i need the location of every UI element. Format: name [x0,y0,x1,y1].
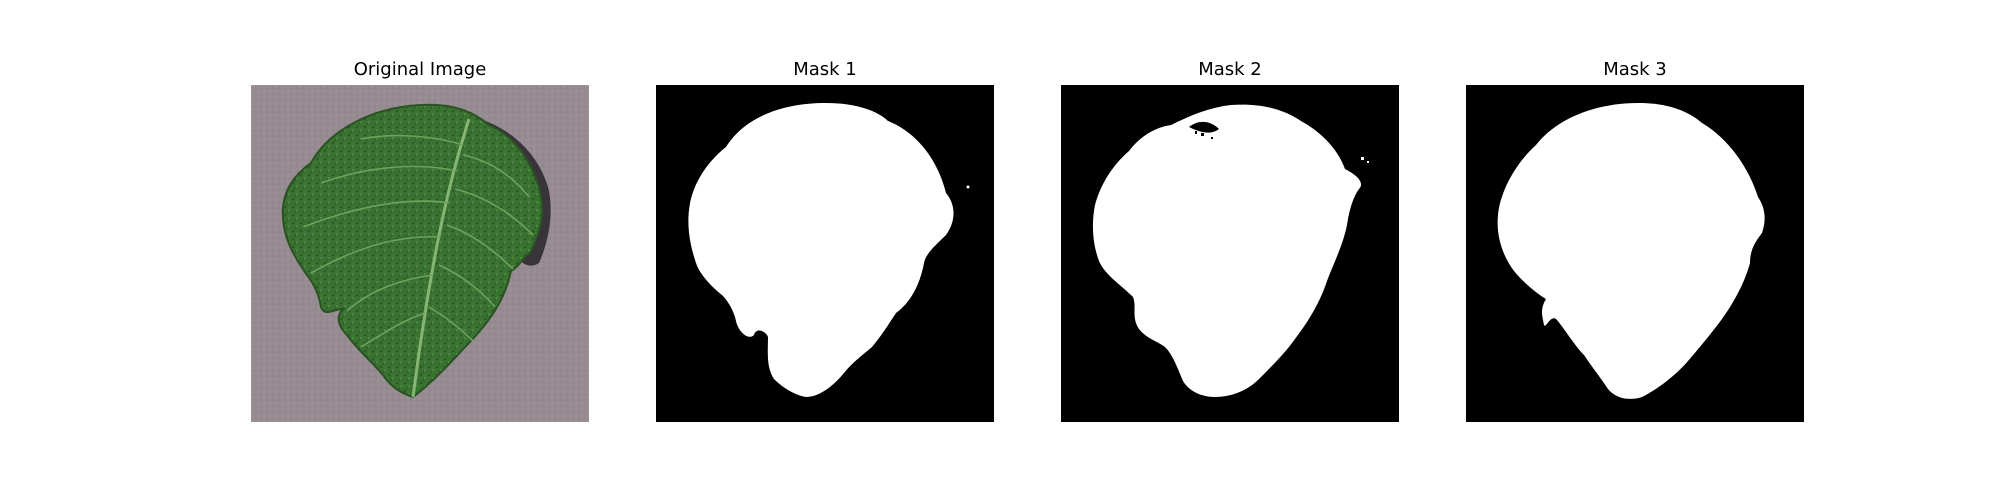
mask-3-image [1466,85,1804,422]
mask-3-panel: Mask 3 [1466,0,1804,500]
panel-title: Original Image [251,58,589,82]
mask-1-image [656,85,994,422]
panel-title: Mask 1 [656,58,994,82]
mask-2-panel: Mask 2 [1061,0,1399,500]
mask-2-image [1061,85,1399,422]
original-leaf-photo [251,85,589,422]
panel-title: Mask 2 [1061,58,1399,82]
original-image-panel: Original Image [251,0,589,500]
mask-1-panel: Mask 1 [656,0,994,500]
panel-title: Mask 3 [1466,58,1804,82]
